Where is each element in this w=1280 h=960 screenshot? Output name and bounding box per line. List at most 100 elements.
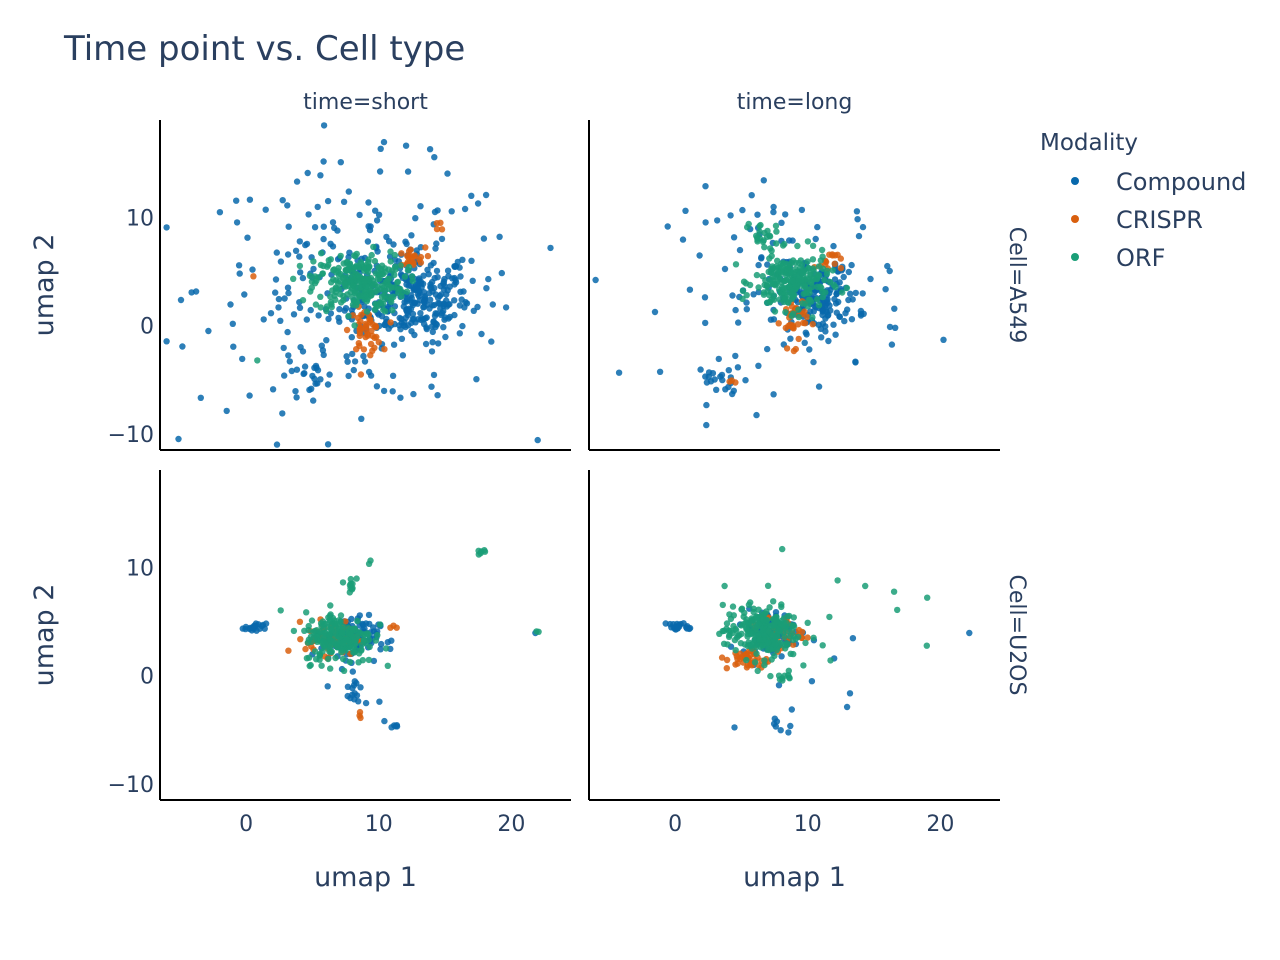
- point-orf: [307, 288, 314, 295]
- point-orf: [320, 638, 327, 646]
- point-orf: [755, 284, 762, 291]
- legend-label-crispr: CRISPR: [1116, 206, 1203, 234]
- point-crispr: [302, 645, 309, 653]
- point-compound: [431, 208, 439, 216]
- point-crispr: [783, 345, 791, 352]
- point-orf: [790, 632, 797, 640]
- point-orf: [353, 575, 360, 582]
- point-orf: [367, 557, 374, 564]
- point-compound: [714, 217, 721, 224]
- point-orf: [347, 630, 354, 638]
- point-orf: [365, 656, 373, 664]
- point-crispr: [360, 346, 368, 353]
- points-U2OS-long: [662, 545, 973, 736]
- point-compound: [351, 358, 359, 365]
- point-orf: [753, 623, 760, 631]
- point-compound: [239, 355, 246, 363]
- point-crispr: [747, 661, 754, 668]
- point-compound: [496, 233, 503, 240]
- point-compound: [775, 682, 783, 689]
- point-compound: [825, 337, 832, 345]
- point-orf: [763, 282, 770, 289]
- point-compound: [421, 293, 428, 300]
- point-compound: [292, 247, 300, 254]
- point-compound: [433, 240, 440, 247]
- point-compound: [412, 215, 419, 222]
- y-tick-label: 0: [140, 315, 154, 340]
- point-compound: [437, 305, 444, 312]
- legend-item-crispr[interactable]: CRISPR: [1071, 206, 1203, 234]
- legend-item-compound[interactable]: Compound: [1071, 168, 1246, 196]
- point-orf: [789, 277, 796, 285]
- point-compound: [277, 258, 285, 265]
- point-compound: [798, 206, 806, 214]
- point-compound: [179, 343, 186, 350]
- point-compound: [292, 388, 299, 395]
- point-compound: [381, 717, 388, 725]
- point-orf: [782, 271, 789, 278]
- point-compound: [284, 284, 292, 291]
- point-orf: [290, 275, 297, 282]
- point-compound: [651, 308, 659, 316]
- point-orf: [361, 278, 368, 286]
- point-compound: [758, 255, 765, 262]
- point-compound: [461, 205, 469, 213]
- point-crispr: [407, 246, 414, 253]
- point-orf: [475, 547, 482, 554]
- point-orf: [339, 275, 347, 282]
- legend-label-compound: Compound: [1116, 168, 1246, 196]
- point-orf: [738, 622, 745, 629]
- point-orf: [313, 656, 320, 663]
- point-orf: [745, 601, 753, 608]
- point-compound: [340, 198, 348, 205]
- point-compound: [233, 219, 241, 226]
- point-orf: [773, 263, 780, 270]
- point-orf: [384, 275, 392, 283]
- point-crispr: [782, 324, 789, 332]
- point-orf: [335, 634, 343, 641]
- point-crispr: [387, 319, 394, 326]
- point-compound: [806, 346, 813, 353]
- point-crispr: [790, 325, 797, 332]
- point-compound: [767, 316, 775, 323]
- point-compound: [361, 358, 369, 365]
- x-axis-title-left: umap 1: [314, 862, 417, 893]
- point-orf: [786, 675, 793, 682]
- point-compound: [734, 364, 742, 371]
- point-compound: [365, 368, 373, 376]
- point-orf: [370, 243, 377, 251]
- point-orf: [795, 275, 802, 282]
- point-orf: [755, 606, 762, 613]
- legend-item-orf[interactable]: ORF: [1071, 244, 1165, 272]
- point-orf: [894, 606, 901, 614]
- point-crispr: [406, 252, 414, 259]
- point-compound: [771, 715, 778, 722]
- point-compound: [469, 277, 476, 284]
- y-tick-label: 10: [126, 556, 154, 581]
- point-orf: [753, 650, 760, 657]
- point-compound: [390, 241, 397, 248]
- point-compound: [349, 668, 356, 675]
- point-compound: [429, 328, 436, 336]
- point-orf: [716, 630, 723, 637]
- point-compound: [428, 284, 435, 292]
- point-compound: [320, 122, 328, 129]
- point-compound: [227, 301, 234, 308]
- x-tick-label: 0: [668, 812, 682, 837]
- point-orf: [775, 627, 783, 635]
- point-compound: [329, 219, 337, 226]
- point-orf: [355, 628, 362, 636]
- point-compound: [281, 295, 288, 302]
- point-orf: [779, 545, 786, 553]
- point-orf: [809, 314, 816, 321]
- point-orf: [834, 577, 841, 584]
- x-tick-label: 20: [497, 812, 525, 837]
- y-tick-label: 10: [126, 206, 154, 231]
- point-compound: [845, 296, 852, 304]
- point-orf: [783, 288, 790, 295]
- point-orf: [781, 620, 788, 627]
- point-orf: [789, 622, 797, 629]
- point-compound: [831, 276, 839, 283]
- point-compound: [457, 288, 464, 295]
- point-orf: [759, 238, 767, 246]
